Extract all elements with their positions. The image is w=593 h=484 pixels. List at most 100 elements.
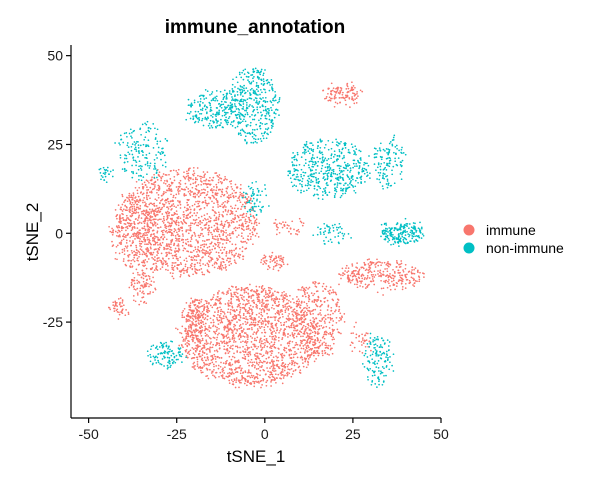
scatter-point [283, 297, 286, 299]
scatter-point [199, 350, 201, 352]
scatter-point [338, 308, 341, 311]
scatter-point [363, 278, 366, 281]
scatter-point [387, 280, 389, 283]
scatter-point [259, 327, 262, 329]
scatter-point [228, 90, 231, 92]
scatter-point [261, 301, 263, 304]
scatter-point [264, 88, 266, 91]
scatter-point [220, 333, 223, 336]
scatter-point [145, 209, 148, 211]
scatter-point [229, 213, 232, 216]
scatter-point [262, 354, 265, 357]
scatter-point [156, 191, 158, 194]
scatter-point [283, 333, 286, 336]
scatter-point [355, 333, 358, 336]
scatter-point [112, 230, 114, 232]
scatter-point [346, 82, 349, 85]
scatter-point [198, 236, 201, 239]
scatter-point [276, 356, 279, 359]
scatter-point [180, 263, 183, 266]
scatter-point [264, 123, 267, 126]
scatter-point [233, 207, 236, 210]
scatter-point [146, 234, 148, 236]
scatter-point [127, 254, 129, 257]
scatter-point [156, 231, 159, 234]
scatter-point [171, 266, 173, 269]
scatter-point [250, 316, 253, 319]
scatter-point [146, 223, 149, 226]
scatter-point [206, 262, 209, 265]
scatter-point [347, 87, 350, 90]
scatter-point [283, 369, 286, 372]
scatter-point [208, 179, 211, 182]
scatter-point [265, 338, 268, 340]
scatter-point [194, 263, 196, 266]
scatter-point [337, 92, 340, 94]
scatter-point [231, 338, 234, 340]
scatter-point [253, 221, 256, 223]
scatter-point [220, 361, 222, 364]
scatter-point [138, 303, 141, 306]
scatter-point [184, 340, 186, 342]
scatter-point [172, 169, 175, 172]
scatter-point [209, 176, 211, 179]
scatter-point [149, 219, 151, 222]
scatter-point [146, 236, 149, 239]
scatter-point [227, 303, 230, 306]
scatter-point [121, 248, 124, 251]
scatter-point [298, 217, 301, 220]
scatter-point [233, 356, 236, 359]
scatter-point [205, 327, 208, 330]
scatter-point [166, 231, 169, 234]
scatter-point [260, 321, 263, 324]
scatter-point [297, 288, 300, 291]
scatter-point [290, 367, 293, 370]
scatter-point [293, 364, 296, 367]
scatter-point [253, 229, 256, 232]
scatter-point [297, 313, 299, 316]
scatter-point [259, 88, 262, 91]
scatter-point [133, 285, 135, 288]
scatter-point [304, 349, 307, 351]
scatter-point [203, 365, 205, 367]
scatter-point [259, 307, 261, 310]
scatter-point [165, 191, 167, 194]
scatter-point [241, 298, 244, 301]
scatter-point [282, 261, 285, 264]
scatter-point [242, 306, 245, 309]
scatter-point [277, 301, 280, 303]
scatter-point [144, 214, 147, 217]
scatter-point [382, 294, 384, 296]
scatter-point [220, 177, 223, 180]
scatter-point [356, 286, 359, 289]
scatter-point [217, 356, 219, 358]
scatter-point [203, 363, 206, 365]
scatter-point [248, 132, 251, 134]
scatter-point [186, 170, 188, 173]
scatter-point [272, 268, 275, 270]
scatter-point [313, 330, 316, 333]
scatter-point [225, 206, 227, 208]
scatter-point [189, 266, 192, 269]
scatter-point [254, 138, 257, 141]
scatter-point [186, 207, 188, 210]
scatter-point [211, 306, 214, 309]
scatter-point [253, 366, 256, 369]
scatter-point [238, 366, 241, 369]
scatter-point [256, 128, 259, 131]
scatter-point [116, 217, 118, 220]
scatter-point [295, 329, 297, 332]
scatter-point [320, 320, 322, 323]
scatter-point [231, 319, 234, 322]
scatter-point [263, 311, 266, 313]
scatter-point [246, 113, 249, 116]
scatter-point [271, 292, 274, 295]
scatter-point [310, 323, 313, 326]
scatter-point [222, 225, 225, 228]
scatter-point [266, 367, 268, 369]
scatter-point [234, 254, 236, 257]
scatter-point [244, 320, 247, 323]
scatter-point [220, 357, 223, 359]
scatter-point [198, 262, 201, 264]
scatter-point [238, 226, 241, 229]
